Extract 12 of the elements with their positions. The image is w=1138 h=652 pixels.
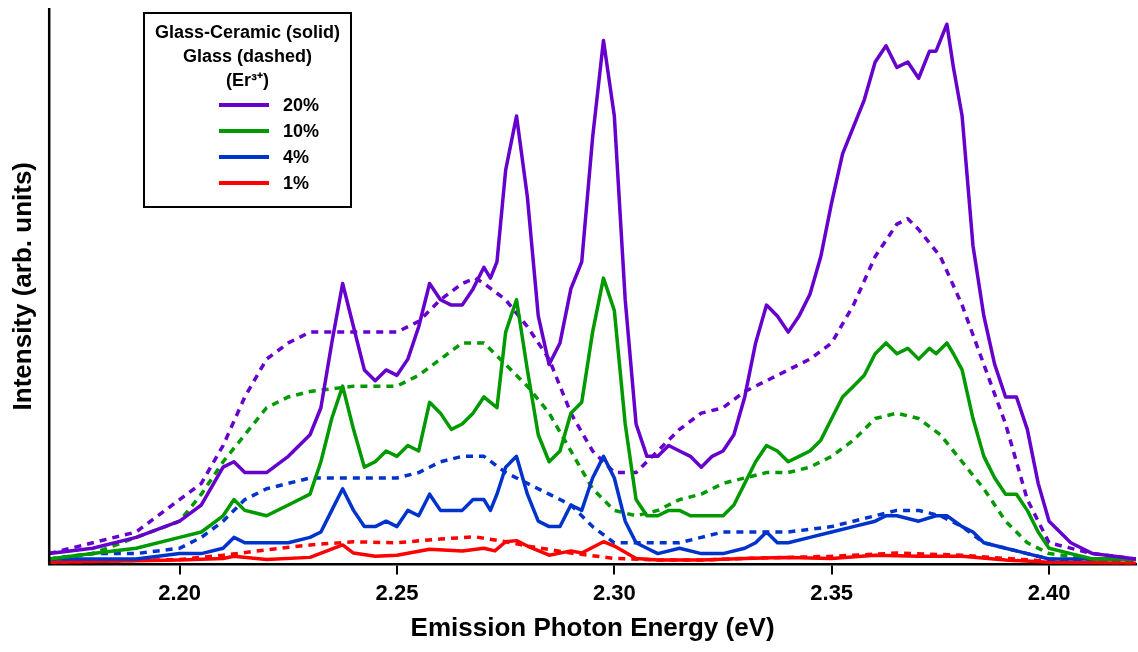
x-tick-label: 2.40 [1027,579,1071,605]
x-tick-label: 2.35 [810,579,854,605]
legend-label: 10% [283,120,320,143]
legend-label: 1% [283,172,310,195]
x-tick-label: 2.25 [375,579,419,605]
x-axis-title: Emission Photon Energy (eV) [410,611,775,642]
legend-label: 4% [283,146,310,169]
x-tick-label: 2.30 [592,579,636,605]
y-axis-title: Intensity (arb. units) [6,161,37,411]
legend-title: Glass-Ceramic (solid) Glass (dashed) (Er³⁺) [155,21,341,92]
legend-label: 20% [283,94,320,117]
x-tick-label: 2.20 [158,579,202,605]
